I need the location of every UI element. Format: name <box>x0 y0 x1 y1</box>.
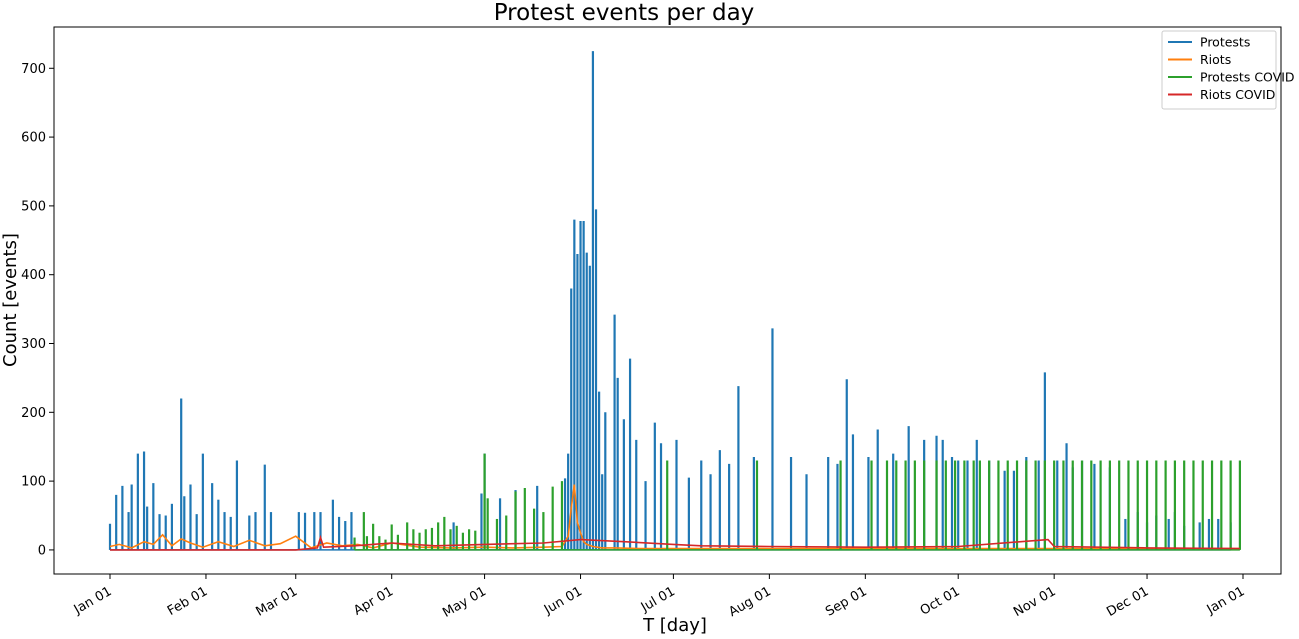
y-tick-label: 100 <box>21 475 46 490</box>
series-line <box>110 534 1240 551</box>
chart-title: Protest events per day <box>494 0 755 26</box>
y-tick-label: 400 <box>21 268 46 283</box>
legend-label: Riots <box>1200 52 1231 67</box>
legend-label: Protests COVID <box>1200 70 1295 85</box>
x-axis-label: T [day] <box>642 615 707 635</box>
series-protests-covid <box>353 453 1242 551</box>
y-tick-label: 500 <box>21 199 46 214</box>
series-riots-covid <box>110 534 1240 551</box>
y-tick-label: 0 <box>38 543 46 558</box>
y-axis: 0 100 200 300 400 500 600 700 <box>21 62 54 558</box>
plot-frame <box>53 26 1282 575</box>
legend-label: Protests <box>1200 35 1250 50</box>
series-layer <box>108 51 1242 551</box>
legend-label: Riots COVID <box>1200 87 1275 102</box>
y-tick-label: 200 <box>21 406 46 421</box>
series-riots <box>109 484 1240 550</box>
y-tick-label: 700 <box>21 62 46 77</box>
y-tick-label: 300 <box>21 337 46 352</box>
y-tick-label: 600 <box>21 131 46 146</box>
series-line <box>109 484 1240 550</box>
y-axis-label: Count [events] <box>0 233 21 367</box>
legend: Protests Riots Protests COVID Riots COVID <box>1161 30 1295 110</box>
legend-box <box>1161 30 1277 110</box>
